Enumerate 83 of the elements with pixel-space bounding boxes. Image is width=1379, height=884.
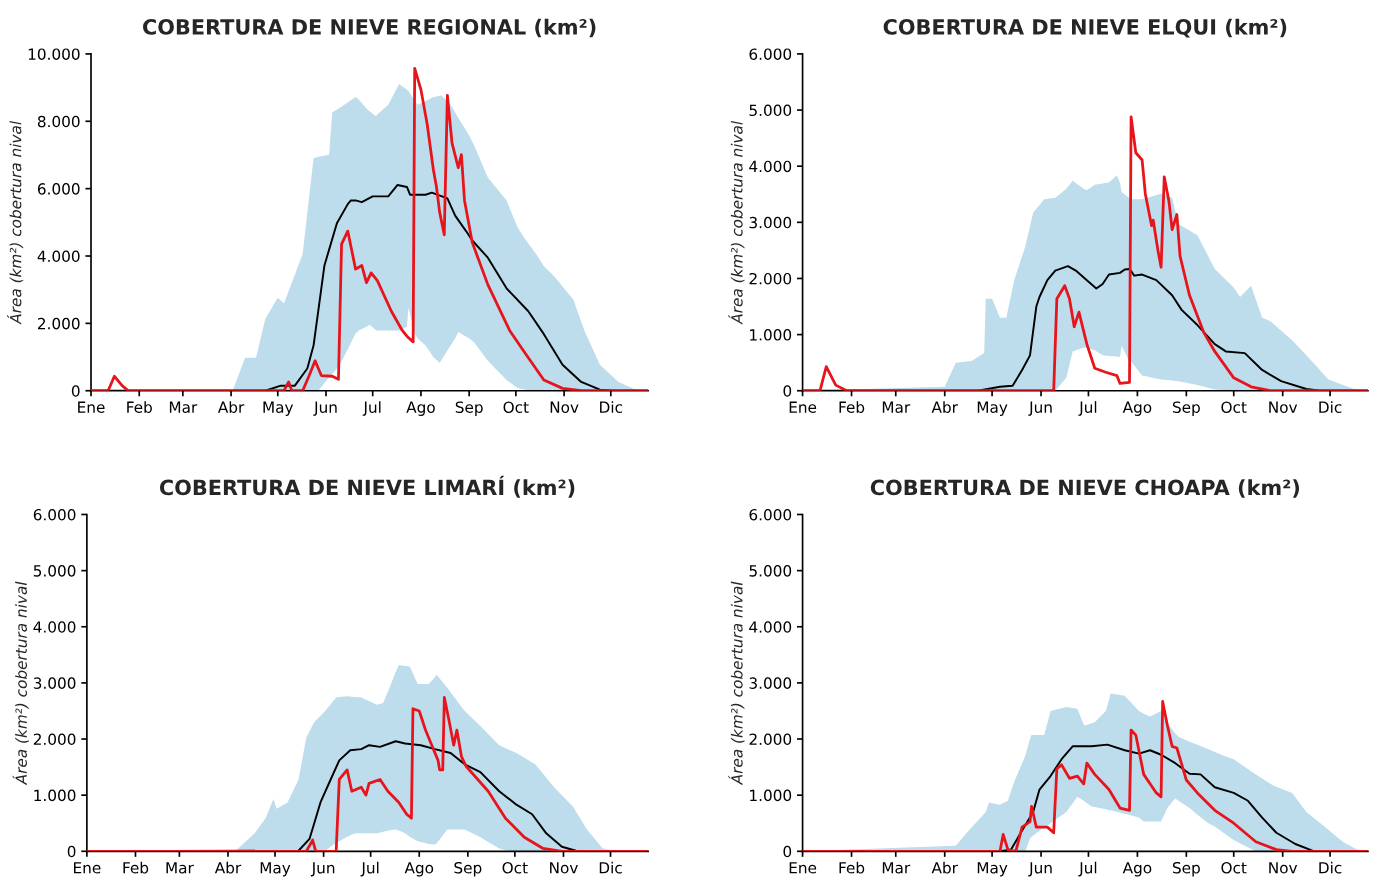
x-tick-label: Mar bbox=[882, 862, 911, 874]
y-tick-label: 3.000 bbox=[749, 216, 792, 229]
x-tick-label: Ago bbox=[406, 401, 435, 416]
x-tick-label: Ene bbox=[78, 401, 105, 413]
y-axis-title: Área (km²) cobertura nival bbox=[728, 120, 745, 325]
x-tick-label: Nov bbox=[1269, 401, 1298, 413]
x-tick-label: May bbox=[977, 401, 1008, 416]
x-tick-label: Nov bbox=[550, 401, 579, 413]
y-tick-label: 4.000 bbox=[37, 250, 80, 263]
x-tick-label: Ago bbox=[1122, 862, 1152, 877]
chart-title: COBERTURA DE NIEVE LIMARÍ (km²) bbox=[159, 475, 575, 498]
x-tick-label: Ago bbox=[1122, 401, 1152, 416]
x-tick-label: Ago bbox=[404, 862, 434, 877]
y-tick-label: 1.000 bbox=[750, 789, 792, 802]
x-tick-label: Feb bbox=[839, 401, 865, 413]
x-tick-label: Jun bbox=[310, 862, 335, 877]
x-tick-label: Jun bbox=[1028, 862, 1052, 877]
x-tick-label: Nov bbox=[550, 862, 578, 874]
y-tick-label: 0 bbox=[71, 385, 80, 397]
x-tick-label: Sep bbox=[455, 401, 483, 416]
y-axis-title: Área (km²) cobertura nival bbox=[728, 581, 745, 786]
x-tick-label: Sep bbox=[1172, 861, 1200, 877]
y-tick-label: 6.000 bbox=[749, 48, 792, 60]
x-tick-label: Dic bbox=[1319, 861, 1342, 874]
y-tick-label: 4.000 bbox=[33, 621, 76, 633]
x-tick-label: Jul bbox=[1078, 861, 1097, 877]
y-tick-label: 8.000 bbox=[37, 115, 80, 128]
chart-title: COBERTURA DE NIEVE REGIONAL (km²) bbox=[143, 18, 596, 38]
x-tick-label: Mar bbox=[882, 401, 911, 413]
y-tick-label: 0 bbox=[67, 845, 76, 858]
x-tick-label: Dic bbox=[600, 401, 623, 413]
y-tick-label: 2.000 bbox=[33, 733, 76, 746]
x-tick-label: Mar bbox=[169, 401, 198, 413]
x-tick-label: May bbox=[260, 862, 291, 877]
x-tick-label: May bbox=[977, 862, 1008, 877]
y-tick-label: 5.000 bbox=[749, 104, 792, 117]
x-tick-label: Ene bbox=[74, 862, 101, 874]
x-tick-label: Jul bbox=[360, 861, 379, 877]
y-tick-label: 1.000 bbox=[34, 789, 76, 802]
y-tick-label: 4.000 bbox=[749, 621, 792, 633]
x-tick-label: Jul bbox=[362, 401, 381, 416]
y-tick-label: 0 bbox=[783, 385, 792, 397]
x-tick-label: Nov bbox=[1269, 862, 1298, 874]
x-tick-label: Abr bbox=[214, 861, 242, 874]
x-tick-label: Ene bbox=[789, 862, 817, 874]
y-tick-label: 6.000 bbox=[33, 508, 76, 521]
x-tick-label: Oct bbox=[1221, 401, 1247, 413]
y-tick-label: 2.000 bbox=[749, 272, 792, 285]
x-tick-label: Jun bbox=[1028, 401, 1052, 416]
x-tick-label: Abr bbox=[931, 401, 958, 413]
y-tick-label: 2.000 bbox=[749, 733, 792, 746]
y-tick-label: 6.000 bbox=[749, 508, 792, 521]
x-tick-label: Sep bbox=[454, 861, 482, 877]
y-axis-title: Área (km²) cobertura nival bbox=[12, 581, 29, 786]
x-tick-label: Dic bbox=[599, 861, 622, 874]
x-tick-label: Jul bbox=[1078, 401, 1097, 416]
y-tick-label: 6.000 bbox=[37, 183, 80, 195]
chart-title: COBERTURA DE NIEVE CHOAPA (km²) bbox=[870, 479, 1300, 498]
x-tick-label: Oct bbox=[503, 401, 529, 413]
x-tick-label: Abr bbox=[931, 861, 958, 874]
y-tick-label: 3.000 bbox=[33, 677, 76, 689]
y-tick-label: 10.000 bbox=[28, 48, 80, 60]
x-tick-label: Dic bbox=[1319, 401, 1342, 413]
x-tick-label: Oct bbox=[502, 861, 528, 874]
x-tick-label: Ene bbox=[789, 401, 817, 413]
y-tick-label: 0 bbox=[783, 845, 792, 858]
y-tick-label: 2.000 bbox=[37, 317, 80, 330]
x-tick-label: Mar bbox=[166, 862, 194, 874]
y-tick-label: 5.000 bbox=[749, 565, 792, 577]
x-tick-label: May bbox=[263, 401, 294, 416]
y-tick-label: 3.000 bbox=[749, 677, 792, 689]
x-tick-label: Abr bbox=[217, 401, 245, 413]
x-tick-label: Sep bbox=[1172, 401, 1200, 416]
y-tick-label: 5.000 bbox=[33, 565, 76, 577]
x-tick-label: Jun bbox=[313, 401, 337, 416]
x-tick-label: Feb bbox=[839, 861, 865, 874]
y-axis-title: Área (km²) cobertura nival bbox=[7, 120, 24, 325]
y-tick-label: 4.000 bbox=[749, 160, 792, 173]
x-tick-label: Feb bbox=[127, 401, 152, 413]
chart-title: COBERTURA DE NIEVE ELQUI (km²) bbox=[883, 18, 1287, 38]
y-tick-label: 1.000 bbox=[750, 329, 792, 341]
x-tick-label: Feb bbox=[123, 861, 149, 874]
x-tick-label: Oct bbox=[1221, 861, 1247, 874]
